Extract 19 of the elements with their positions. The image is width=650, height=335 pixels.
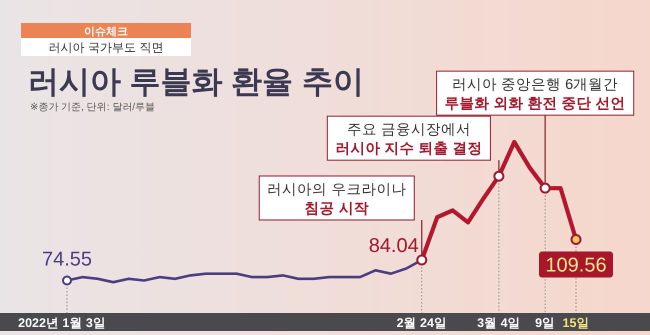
chart-subtitle: 러시아 국가부도 직면 bbox=[48, 40, 164, 54]
annotation: 109.56 bbox=[545, 254, 607, 276]
point bbox=[493, 170, 504, 182]
point bbox=[570, 234, 582, 245]
x-tick-label: 15일 bbox=[562, 316, 590, 330]
point bbox=[62, 276, 72, 286]
chart-title: 러시아 루블화 환율 추이 bbox=[28, 64, 364, 99]
annotation: 러시아 중앙은행 6개월간 루블화 외화 환전 중단 선언 bbox=[444, 77, 626, 112]
point bbox=[540, 182, 551, 194]
x-tick-label: 9일 bbox=[535, 316, 556, 330]
annotation: 주요 금융시장에서 러시아 지수 퇴출 결정 bbox=[335, 122, 482, 158]
x-tick-label: 3월 4일 bbox=[477, 316, 521, 330]
text: ※종가 기준, 단위: 달러/루블 bbox=[30, 102, 156, 113]
annotation: 74.55 bbox=[42, 248, 92, 271]
text: 이슈체크 bbox=[84, 26, 128, 38]
annotation: 84.04 bbox=[368, 234, 419, 257]
x-tick-label: 2022년 1월 3일 bbox=[18, 316, 106, 330]
annotation: 러시아의 우크라이나 침공 시작 bbox=[267, 182, 406, 217]
x-tick-label: 2월 24일 bbox=[396, 316, 447, 330]
